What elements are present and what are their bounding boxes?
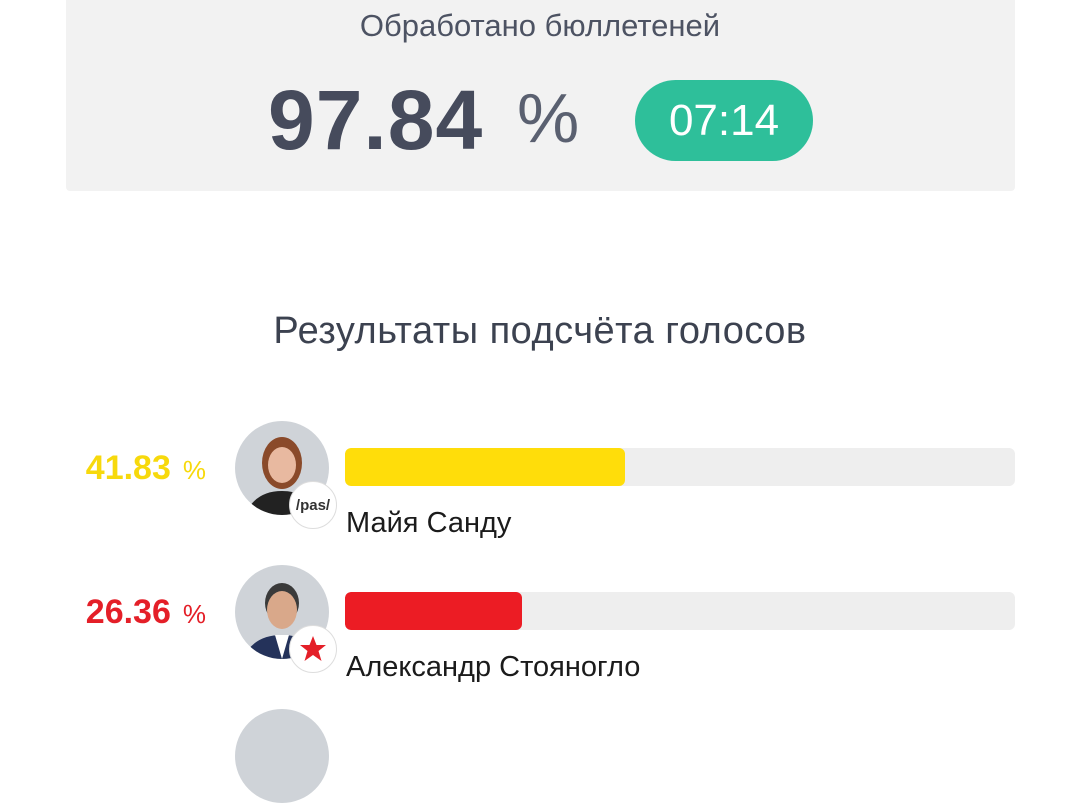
results-heading: Результаты подсчёта голосов (273, 310, 807, 352)
candidate-row: 26.36% Александр Стояногло (0, 565, 1080, 695)
candidate-name: Майя Санду (346, 507, 512, 539)
candidate-name: Александр Стояногло (346, 651, 641, 683)
percent-value: 41.83 (85, 449, 171, 487)
candidate-percent: 41.83% (86, 449, 206, 488)
party-logo-pas: /pas/ (289, 481, 337, 529)
candidate-percent: 26.36% (86, 593, 206, 632)
candidate-row: 41.83% /pas/ Майя Санду (0, 421, 1080, 551)
percent-unit: % (182, 599, 206, 629)
candidate-avatar (235, 709, 329, 803)
result-bar-track (345, 448, 1015, 486)
star-icon (289, 625, 337, 673)
percent-unit: % (182, 455, 206, 485)
ballots-processed-unit: % (517, 79, 580, 157)
result-bar-fill (345, 448, 626, 486)
percent-value: 26.36 (85, 593, 171, 631)
time-badge: 07:14 (635, 80, 813, 161)
result-bar-fill (345, 592, 522, 630)
party-logo-text: /pas/ (295, 496, 331, 514)
ballots-processed-title: Обработано бюллетеней (359, 8, 721, 43)
ballots-processed-panel (66, 0, 1015, 191)
result-bar-track (345, 592, 1015, 630)
ballots-processed-value: 97.84 (268, 73, 484, 167)
